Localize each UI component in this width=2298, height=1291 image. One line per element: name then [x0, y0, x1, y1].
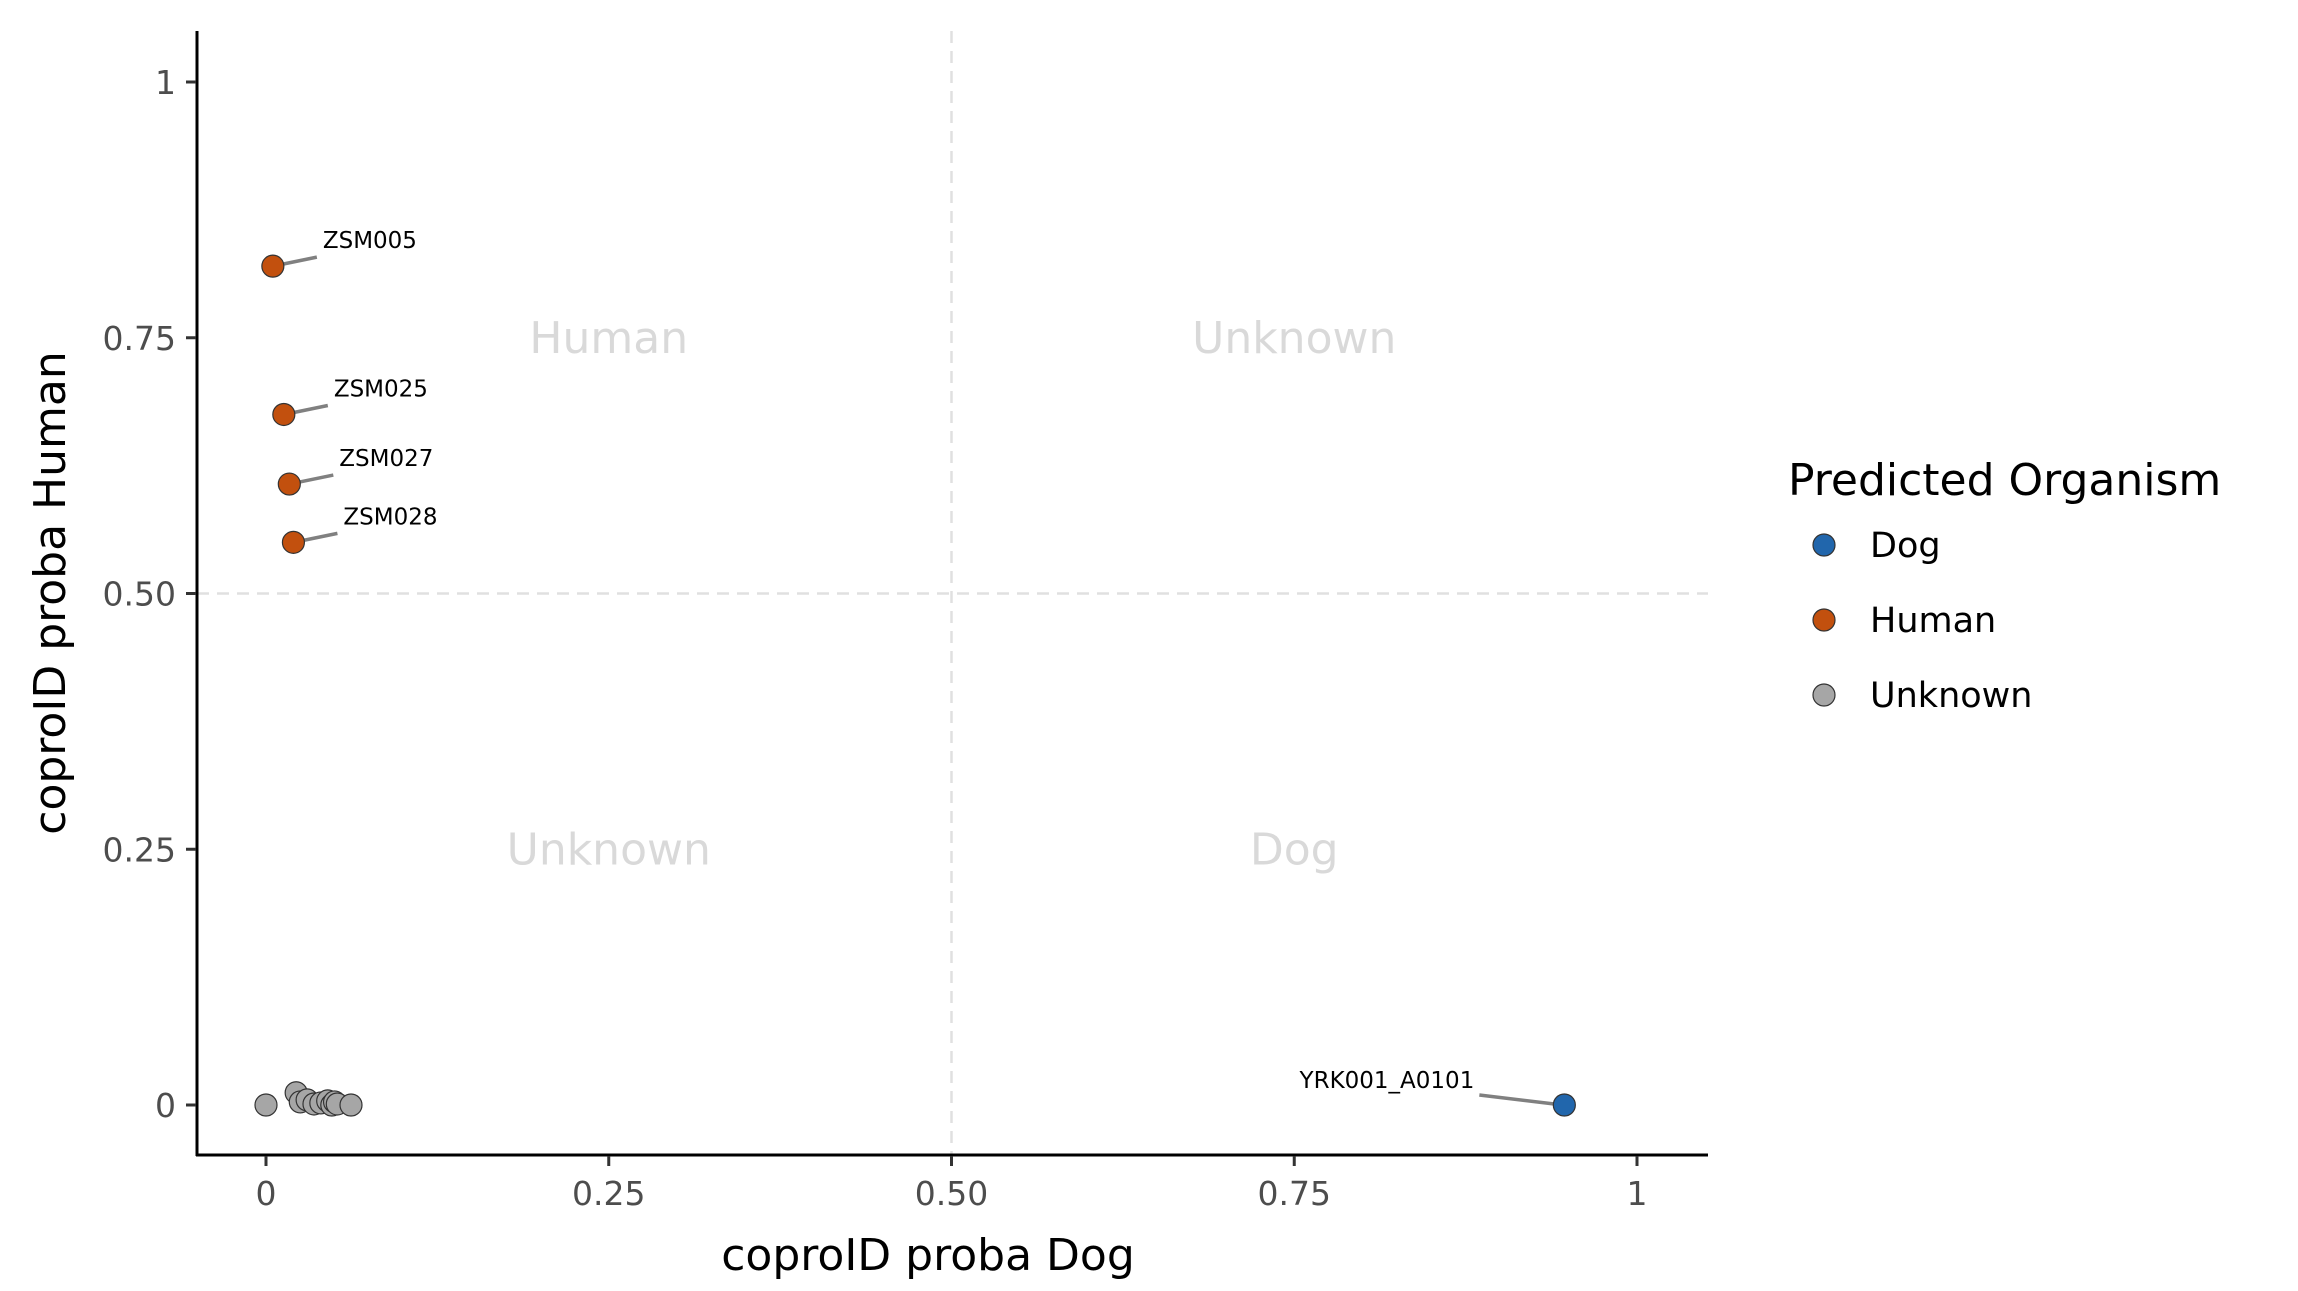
y-tick-label: 1 [155, 63, 176, 102]
data-point-unknown [339, 1093, 363, 1117]
legend-swatch-unknown [1812, 683, 1836, 707]
label-connector [1479, 1093, 1555, 1106]
data-points [254, 254, 1576, 1117]
y-tick-label: 0.25 [103, 830, 176, 869]
quadrant-labels: Human Unknown Unknown Dog [507, 313, 1397, 876]
data-point-human [261, 254, 285, 278]
legend-swatch-human [1812, 608, 1836, 632]
point-label: YRK001_A0101 [1299, 1068, 1475, 1094]
x-tick-label: 0.75 [1258, 1174, 1331, 1213]
y-tick-label: 0 [155, 1086, 176, 1125]
legend-title: Predicted Organism [1788, 455, 2221, 506]
data-point-human [281, 530, 306, 554]
label-connectors [282, 255, 1555, 1106]
legend-label-unknown: Unknown [1870, 676, 2032, 716]
label-connector [298, 473, 334, 484]
label-connector [293, 403, 329, 415]
point-label: ZSM027 [339, 446, 433, 472]
data-point-human [272, 402, 296, 427]
legend-label-dog: Dog [1870, 526, 1941, 566]
x-axis-title: coproID proba Dog [721, 1230, 1135, 1281]
legend: Predicted Organism Dog Human Unknown [1788, 455, 2221, 716]
x-tick-label: 0.50 [915, 1174, 988, 1213]
quadrant-label: Unknown [1192, 313, 1396, 364]
data-point-unknown [254, 1093, 278, 1117]
legend-label-human: Human [1870, 601, 1996, 641]
threshold-lines [197, 31, 1708, 1155]
axes [195, 31, 1708, 1157]
quadrant-label: Unknown [507, 824, 711, 875]
axis-ticks: 0 0.25 0.50 0.75 1 0 0.25 0.50 0.75 1 [103, 63, 1648, 1213]
y-tick-label: 0.75 [103, 319, 176, 358]
data-point-human [277, 472, 301, 496]
y-axis-title: coproID proba Human [25, 351, 76, 834]
x-tick-label: 0 [256, 1174, 277, 1213]
y-tick-label: 0.50 [103, 575, 176, 614]
quadrant-label: Human [529, 313, 688, 364]
point-label: ZSM005 [323, 228, 417, 254]
point-label: ZSM025 [334, 376, 428, 402]
label-connector [303, 531, 338, 543]
data-point-dog [1552, 1093, 1576, 1117]
quadrant-label: Dog [1250, 824, 1339, 875]
label-connector [282, 255, 318, 266]
point-label: ZSM028 [343, 504, 437, 530]
x-tick-label: 0.25 [572, 1174, 645, 1213]
legend-swatch-dog [1812, 533, 1836, 557]
point-labels: ZSM005 ZSM025 ZSM027 ZSM028 YRK001_A0101 [323, 228, 1474, 1094]
x-tick-label: 1 [1627, 1174, 1648, 1213]
